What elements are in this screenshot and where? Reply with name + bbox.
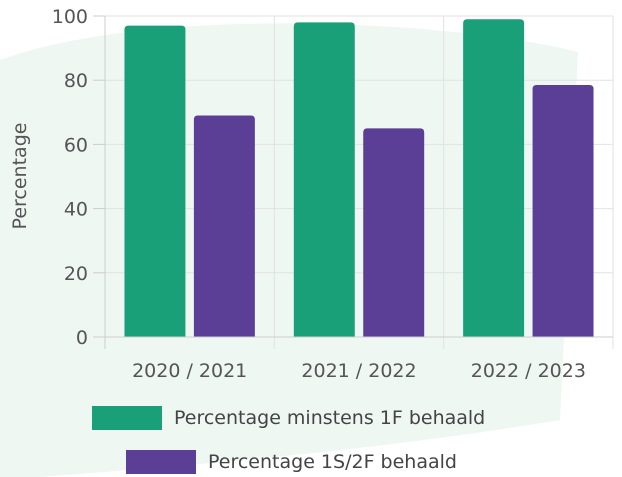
- y-axis-title: Percentage: [9, 123, 31, 230]
- bar-1f-1: [293, 22, 355, 337]
- axes: [93, 15, 613, 349]
- y-tick-label-60: 60: [64, 134, 88, 156]
- x-tick-label-2: 2022 / 2023: [471, 360, 586, 382]
- bar-1s2f-0: [193, 115, 255, 337]
- y-tick-label-0: 0: [76, 327, 88, 349]
- y-tick-label-100: 100: [52, 6, 88, 28]
- y-tick-labels: 0 20 40 60 80 100: [52, 6, 88, 349]
- grid-lines: [105, 15, 614, 349]
- y-tick-label-80: 80: [64, 70, 88, 92]
- bars: [124, 19, 594, 338]
- x-tick-label-1: 2021 / 2022: [301, 360, 416, 382]
- y-tick-label-40: 40: [64, 199, 88, 221]
- bar-1f-0: [124, 25, 186, 337]
- bar-1s2f-1: [363, 128, 425, 337]
- bar-1f-2: [463, 19, 525, 338]
- x-tick-label-0: 2020 / 2021: [132, 360, 247, 382]
- x-tick-labels: 2020 / 2021 2021 / 2022 2022 / 2023: [132, 360, 586, 382]
- y-tick-label-20: 20: [64, 263, 88, 285]
- bar-1s2f-2: [532, 85, 594, 337]
